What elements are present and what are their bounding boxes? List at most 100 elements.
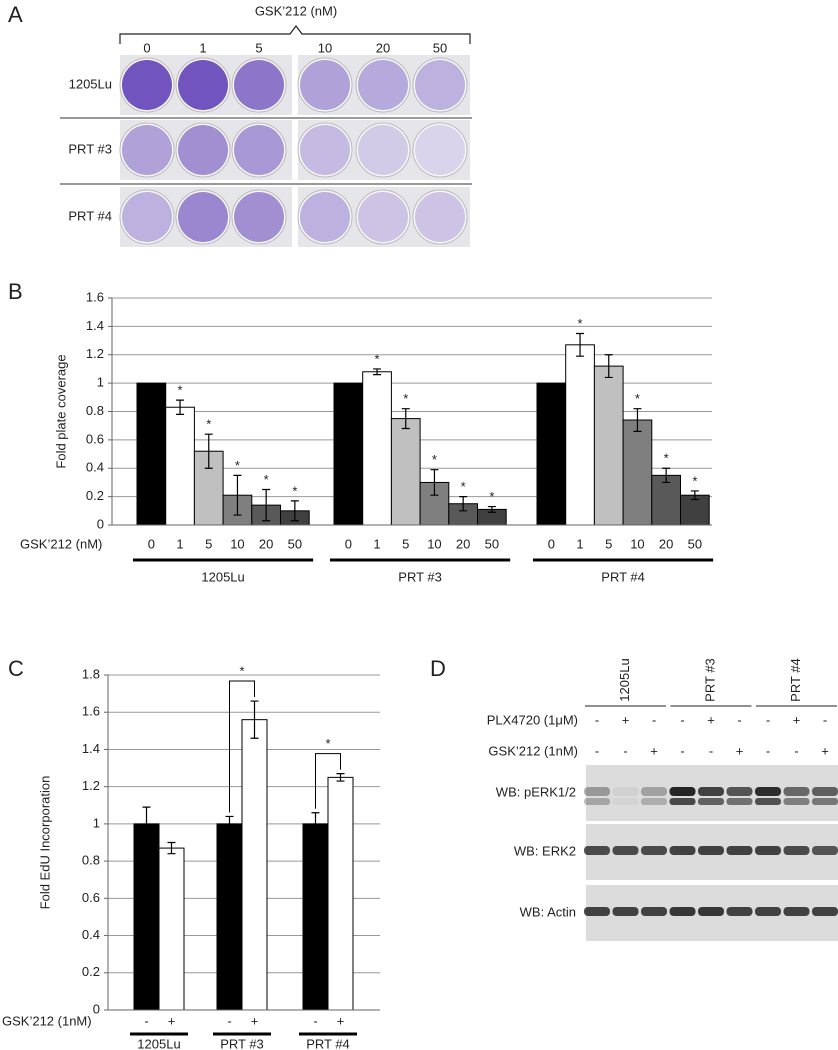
band: [612, 846, 639, 855]
y-tick-label: 1.8: [82, 666, 100, 681]
x-tick-label: 50: [288, 536, 302, 551]
bar: [133, 823, 160, 1011]
band: [669, 846, 696, 855]
band: [698, 798, 724, 805]
treatment-sign: -: [623, 743, 627, 758]
significance-mark: *: [235, 458, 240, 473]
y-tick-label: 0.8: [82, 853, 100, 868]
y-tick-label: 0: [93, 1001, 100, 1016]
error-bar: [401, 408, 410, 430]
x-tick-label: 0: [148, 536, 155, 551]
y-tick-label: 1.6: [86, 289, 104, 304]
band: [726, 787, 753, 796]
x-tick-label: +: [251, 1013, 259, 1028]
error-bar: [690, 490, 699, 501]
blot-label: WB: Actin: [520, 904, 576, 919]
band: [755, 798, 781, 805]
error-bar: [142, 806, 151, 842]
band: [755, 787, 781, 796]
significance-mark: *: [578, 316, 583, 331]
significance-mark: *: [239, 663, 244, 678]
blot-label: WB: ERK2: [514, 843, 576, 858]
well-rim: [412, 122, 468, 178]
band: [783, 846, 810, 855]
treatment-sign: -: [823, 712, 827, 727]
group-label: PRT #4: [306, 1036, 350, 1050]
significance-bracket: [315, 753, 341, 809]
row-label: PRT #3: [68, 141, 112, 156]
group-label: PRT #4: [601, 569, 645, 584]
bar: [362, 371, 392, 526]
y-tick-label: 0.6: [82, 890, 100, 905]
bar: [622, 419, 653, 526]
y-tick-label: 1: [97, 375, 104, 390]
error-bar: [204, 433, 213, 469]
bar: [136, 382, 167, 526]
treatment-sign: +: [650, 743, 658, 758]
treatment-sign: -: [680, 712, 684, 727]
x-tick-label: 1: [576, 536, 583, 551]
error-bar: [604, 354, 613, 379]
y-tick-label: 0.2: [86, 488, 104, 503]
band: [641, 846, 667, 855]
band: [612, 798, 639, 805]
significance-mark: *: [375, 351, 380, 366]
x-tick-label: 20: [259, 536, 273, 551]
treatment-sign: -: [766, 712, 770, 727]
cell-line-label: PRT #4: [788, 658, 803, 702]
well: [234, 60, 284, 110]
bar: [333, 382, 364, 526]
well: [300, 192, 350, 242]
treatment-sign: +: [622, 712, 630, 727]
x-tick-label: 50: [485, 536, 499, 551]
bar: [302, 823, 329, 1011]
significance-mark: *: [461, 479, 466, 494]
bar: [327, 776, 354, 1011]
band: [612, 907, 639, 916]
x-tick-label: 5: [605, 536, 612, 551]
well: [300, 125, 350, 175]
band: [812, 798, 838, 805]
error-bar: [311, 812, 320, 836]
significance-mark: *: [206, 417, 211, 432]
treatment-sign: -: [766, 743, 770, 758]
band: [755, 907, 781, 916]
well-rim: [355, 57, 411, 113]
well: [178, 192, 228, 242]
y-tick-label: 1.2: [86, 346, 104, 361]
y-axis-label: Fold plate coverage: [53, 354, 68, 468]
treatment-sign: -: [680, 743, 684, 758]
band: [641, 907, 667, 916]
x-tick-label: 0: [548, 536, 555, 551]
band: [584, 907, 610, 916]
column-label: 10: [318, 40, 332, 55]
x-tick-label: +: [337, 1013, 345, 1028]
band: [755, 846, 781, 855]
y-tick-label: 0.4: [82, 927, 100, 942]
significance-mark: *: [489, 489, 494, 504]
well-rim: [355, 189, 411, 245]
x-tick-label: -: [144, 1013, 148, 1028]
well: [122, 125, 172, 175]
band: [584, 846, 610, 855]
group-label: PRT #3: [220, 1036, 264, 1050]
well-rim: [412, 57, 468, 113]
column-label: 5: [255, 40, 262, 55]
band: [783, 798, 810, 805]
error-bar: [250, 700, 259, 739]
treatment-sign: -: [709, 743, 713, 758]
error-bar: [167, 841, 176, 855]
y-tick-label: 0.4: [86, 460, 104, 475]
error-bar: [487, 505, 496, 513]
y-tick-label: 1.6: [82, 704, 100, 719]
column-label: 1: [199, 40, 206, 55]
x-tick-label: 0: [345, 536, 352, 551]
error-bar: [459, 496, 468, 512]
treatment-sign: +: [793, 712, 801, 727]
well: [178, 60, 228, 110]
well: [300, 60, 350, 110]
error-bar: [176, 399, 185, 415]
treatment-sign: -: [652, 712, 656, 727]
group-label: 1205Lu: [201, 569, 244, 584]
